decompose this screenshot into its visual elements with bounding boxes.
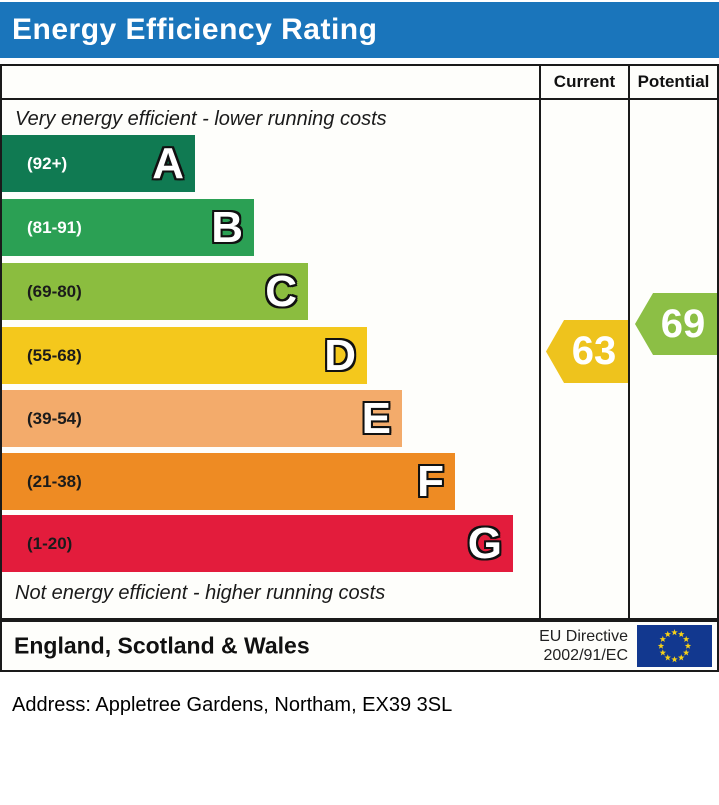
header-divider [2, 98, 717, 100]
band-letter: A [152, 138, 184, 188]
band-range-label: (21-38) [27, 471, 82, 491]
region-label: England, Scotland & Wales [14, 632, 310, 659]
band-range-label: (1-20) [27, 533, 73, 553]
band-row-a: (92+) A [2, 135, 195, 192]
band-letter: G [467, 518, 502, 568]
band-row-b: (81-91) B [2, 199, 254, 256]
eu-directive-line2: 2002/91/EC [543, 647, 628, 664]
band-row-c: (69-80) C [2, 263, 308, 320]
band-range-label: (92+) [27, 153, 68, 173]
footer-bar: England, Scotland & Wales EU Directive 2… [0, 620, 719, 672]
potential-column-divider [628, 66, 630, 618]
current-rating-arrow: 63 [546, 320, 628, 383]
band-row-g: (1-20) G [2, 515, 513, 572]
potential-column-header: Potential [637, 72, 710, 91]
current-rating-value: 63 [571, 329, 617, 373]
band-range-label: (69-80) [27, 281, 82, 301]
top-note: Very energy efficient - lower running co… [15, 108, 387, 130]
band-letter: F [417, 456, 444, 506]
band-letter: B [211, 202, 243, 252]
band-letter: D [324, 330, 356, 380]
eu-directive-line1: EU Directive [539, 627, 628, 645]
current-column-divider [539, 66, 541, 618]
band-letter: C [265, 266, 297, 316]
current-column-header: Current [553, 72, 616, 91]
band-range-label: (39-54) [27, 408, 82, 428]
band-range-label: (81-91) [27, 217, 82, 237]
title-bar: Energy Efficiency Rating [0, 2, 719, 58]
band-letter: E [361, 393, 391, 443]
potential-rating-arrow: 69 [635, 293, 717, 355]
address-line: Address: Appletree Gardens, Northam, EX3… [12, 694, 453, 716]
epc-rating-table: Current Potential Very energy efficient … [0, 64, 719, 620]
band-range-label: (55-68) [27, 345, 82, 365]
eu-directive-label: EU Directive 2002/91/EC [539, 627, 628, 665]
band-row-e: (39-54) E [2, 390, 402, 447]
bottom-note: Not energy efficient - higher running co… [15, 582, 386, 604]
eu-flag-icon [637, 625, 712, 667]
page-title: Energy Efficiency Rating [12, 13, 378, 46]
potential-rating-value: 69 [660, 301, 706, 346]
band-row-f: (21-38) F [2, 453, 455, 510]
band-row-d: (55-68) D [2, 327, 367, 384]
